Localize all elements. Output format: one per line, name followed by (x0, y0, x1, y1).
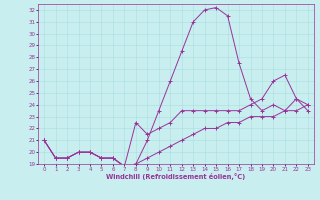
X-axis label: Windchill (Refroidissement éolien,°C): Windchill (Refroidissement éolien,°C) (106, 173, 246, 180)
